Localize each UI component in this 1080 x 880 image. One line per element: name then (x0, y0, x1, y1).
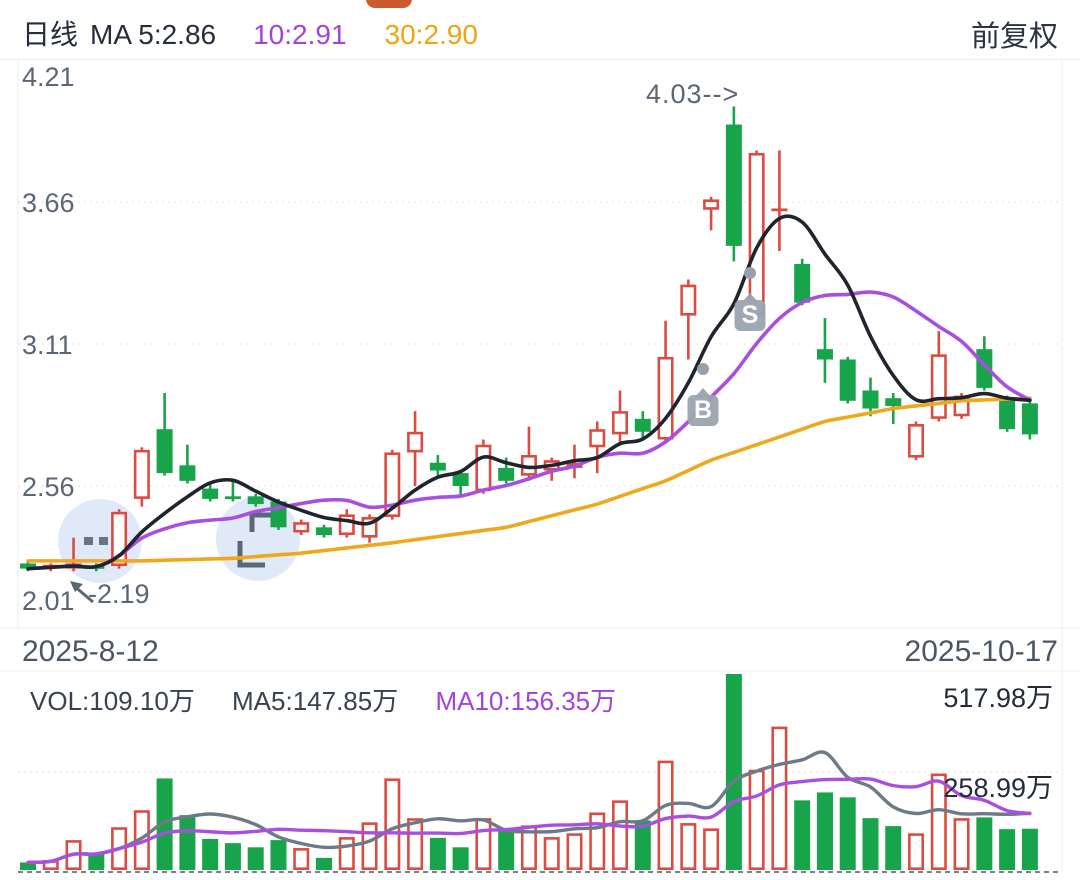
svg-text:S: S (742, 301, 759, 329)
volume-bars-layer (20, 674, 1038, 871)
date-end-label: 2025-10-17 (904, 635, 1058, 668)
volume-ma10-label: MA10:156.35万 (435, 686, 617, 716)
volume-ma5-line (26, 750, 1032, 865)
price-tick-label: 4.21 (22, 62, 75, 92)
volume-header: VOL:109.10万 MA5:147.85万 MA10:156.35万 (30, 681, 616, 718)
low-annotation-arrow (70, 581, 94, 604)
notification-badge[interactable] (366, 0, 412, 8)
volume-ma-layer (26, 750, 1032, 865)
price-tick-label: 2.01 (22, 586, 75, 616)
grid-layer (0, 60, 1080, 873)
corner-brackets-icon (237, 512, 277, 568)
kline-header: 日线 MA 5:2.86 10:2.91 30:2.90 (22, 13, 478, 53)
trade-marker-S[interactable]: S (734, 267, 766, 331)
ma5-line (26, 214, 1032, 571)
period-label[interactable]: 日线 (22, 19, 79, 50)
ma5-value-label: MA 5:2.86 (90, 19, 217, 50)
ma10-value-label: 10:2.91 (253, 19, 347, 50)
candles-layer (20, 106, 1038, 572)
ma30-line (26, 396, 1032, 563)
price-ma-layer (26, 214, 1032, 571)
trade-marker-B[interactable]: B (687, 363, 719, 426)
ma30-value-label: 30:2.90 (384, 19, 478, 50)
price-tick-label: 3.66 (22, 188, 75, 218)
price-tick-label: 3.11 (22, 330, 73, 360)
volume-max-label: 517.98万 (943, 683, 1053, 713)
svg-text:B: B (694, 396, 712, 424)
adjust-mode-button[interactable]: 前复权 (970, 21, 1058, 53)
date-start-label: 2025-8-12 (22, 635, 159, 668)
volume-ma5-label: MA5:147.85万 (232, 686, 399, 716)
volume-ma10-line (26, 776, 1032, 865)
ma10-line (26, 290, 1032, 571)
high-price-annotation: 4.03--> (646, 79, 740, 109)
volume-value-label: VOL:109.10万 (30, 686, 195, 716)
low-price-annotation: -2.19 (88, 579, 150, 609)
price-tick-label: 2.56 (22, 472, 75, 502)
volume-mid-label: 258.99万 (943, 773, 1053, 803)
header-divider (0, 59, 1080, 60)
